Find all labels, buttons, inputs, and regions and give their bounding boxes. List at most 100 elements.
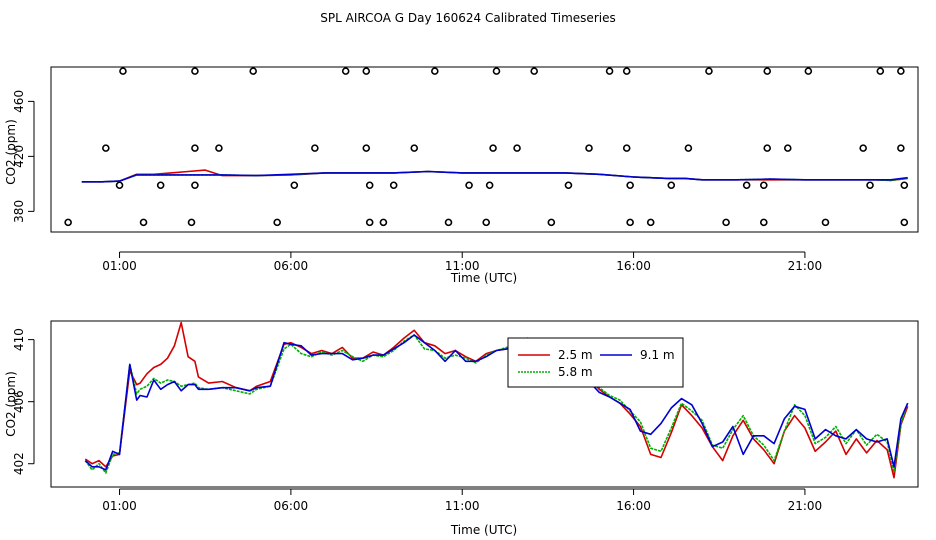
calibration-point xyxy=(311,144,319,152)
x-tick-label: 16:00 xyxy=(616,259,651,273)
x-tick-label: 06:00 xyxy=(274,499,309,513)
calibration-point xyxy=(485,181,494,190)
bottom-panel: 01:00 06:00 11:00 16:00 21:00 402 406 410 Time… xyxy=(4,320,919,537)
calibration-point xyxy=(646,218,655,227)
y-tick-label: 402 xyxy=(12,452,26,475)
series-line-5-8-m xyxy=(84,334,909,474)
x-tick-label: 16:00 xyxy=(616,499,651,513)
series-line-9-1-m xyxy=(84,334,909,471)
calibration-point xyxy=(492,67,501,75)
x-tick-label: 01:00 xyxy=(102,259,137,273)
calibration-point xyxy=(444,218,453,227)
calibration-point xyxy=(622,67,631,75)
calibration-point xyxy=(859,144,867,152)
calibration-point xyxy=(622,144,631,152)
calibration-point xyxy=(763,144,772,152)
top-panel: 01:00 06:00 11:00 16:00 21:00 380 420 460 Time… xyxy=(4,66,919,285)
calibration-point xyxy=(249,67,257,75)
calibration-point xyxy=(705,67,713,75)
calibration-point xyxy=(547,218,556,227)
calibration-point xyxy=(900,181,909,190)
calibration-point xyxy=(362,67,371,75)
calibration-point xyxy=(273,218,281,227)
calibration-point xyxy=(482,218,491,227)
legend-label-9-1m: 9.1 m xyxy=(640,348,675,362)
calibration-point xyxy=(530,67,538,75)
calibration-point xyxy=(626,218,634,227)
calibration-point xyxy=(156,181,165,190)
chart-title: SPL AIRCOA G Day 160624 Calibrated Times… xyxy=(320,11,615,25)
calibration-point xyxy=(763,67,772,75)
calibration-point xyxy=(431,67,439,75)
bottom-y-label: CO2 (ppm) xyxy=(4,371,18,437)
calibration-point xyxy=(365,181,374,190)
calibration-point xyxy=(341,67,350,75)
calibration-point xyxy=(365,218,374,227)
y-tick-label: 380 xyxy=(12,200,26,223)
calibration-point xyxy=(102,144,110,152)
calibration-point xyxy=(759,181,768,190)
calibration-point xyxy=(783,144,792,152)
x-tick-label: 11:00 xyxy=(445,499,480,513)
calibration-point xyxy=(362,144,371,152)
calibration-point xyxy=(684,144,693,152)
legend-box xyxy=(507,337,684,388)
y-tick-label: 410 xyxy=(12,328,26,351)
calibration-point xyxy=(187,218,196,227)
calibration-point xyxy=(139,218,148,227)
bottom-series-lines xyxy=(84,321,909,479)
calibration-point xyxy=(626,181,634,190)
calibration-point xyxy=(115,181,124,190)
series-line-2-5-m xyxy=(84,321,909,479)
calibration-point xyxy=(389,181,398,190)
calibration-point xyxy=(722,218,730,227)
calibration-point xyxy=(866,181,874,190)
calibration-point xyxy=(465,181,473,190)
y-tick-label: 460 xyxy=(12,90,26,113)
calibration-point xyxy=(605,67,614,75)
top-x-label: Time (UTC) xyxy=(450,271,517,285)
legend-label-5-8m: 5.8 m xyxy=(558,365,593,379)
bottom-x-axis: 01:00 06:00 11:00 16:00 21:00 xyxy=(102,488,823,513)
calibration-point xyxy=(191,67,199,75)
calibration-point xyxy=(290,181,299,190)
calibration-point xyxy=(119,67,127,75)
top-y-axis: 380 420 460 xyxy=(12,90,35,223)
calibration-point xyxy=(821,218,830,227)
top-series-lines xyxy=(81,169,908,183)
x-tick-label: 21:00 xyxy=(788,499,823,513)
bottom-y-axis: 402 406 410 xyxy=(12,328,35,475)
legend-label-2-5m: 2.5 m xyxy=(558,348,593,362)
calibration-point xyxy=(513,144,521,152)
x-tick-label: 21:00 xyxy=(788,259,823,273)
calibration-point xyxy=(564,181,573,190)
x-tick-label: 01:00 xyxy=(102,499,137,513)
calibration-point xyxy=(742,181,751,190)
bottom-plot-frame xyxy=(50,320,919,488)
calibration-point xyxy=(64,218,72,227)
x-tick-label: 11:00 xyxy=(445,259,480,273)
calibration-point xyxy=(191,144,199,152)
calibration-point xyxy=(897,67,905,75)
y-tick-label: 406 xyxy=(12,390,26,413)
calibration-point xyxy=(804,67,813,75)
x-tick-label: 06:00 xyxy=(274,259,309,273)
calibration-point xyxy=(897,144,905,152)
calibration-point xyxy=(876,67,885,75)
bottom-x-label: Time (UTC) xyxy=(450,523,517,537)
calibration-point xyxy=(191,181,199,190)
calibration-point xyxy=(759,218,768,227)
top-plot-frame xyxy=(50,66,919,233)
series-line-9-1-m xyxy=(81,170,908,183)
top-calibration-points xyxy=(64,67,909,227)
calibration-point xyxy=(215,144,223,152)
calibration-point xyxy=(585,144,593,152)
calibration-point xyxy=(900,218,909,227)
calibration-point xyxy=(379,218,388,227)
legend: 2.5 m 9.1 m 5.8 m xyxy=(507,337,684,388)
calibration-point xyxy=(667,181,676,190)
top-y-label: CO2 (ppm) xyxy=(4,119,18,185)
y-tick-label: 420 xyxy=(12,145,26,168)
calibration-point xyxy=(489,144,497,152)
